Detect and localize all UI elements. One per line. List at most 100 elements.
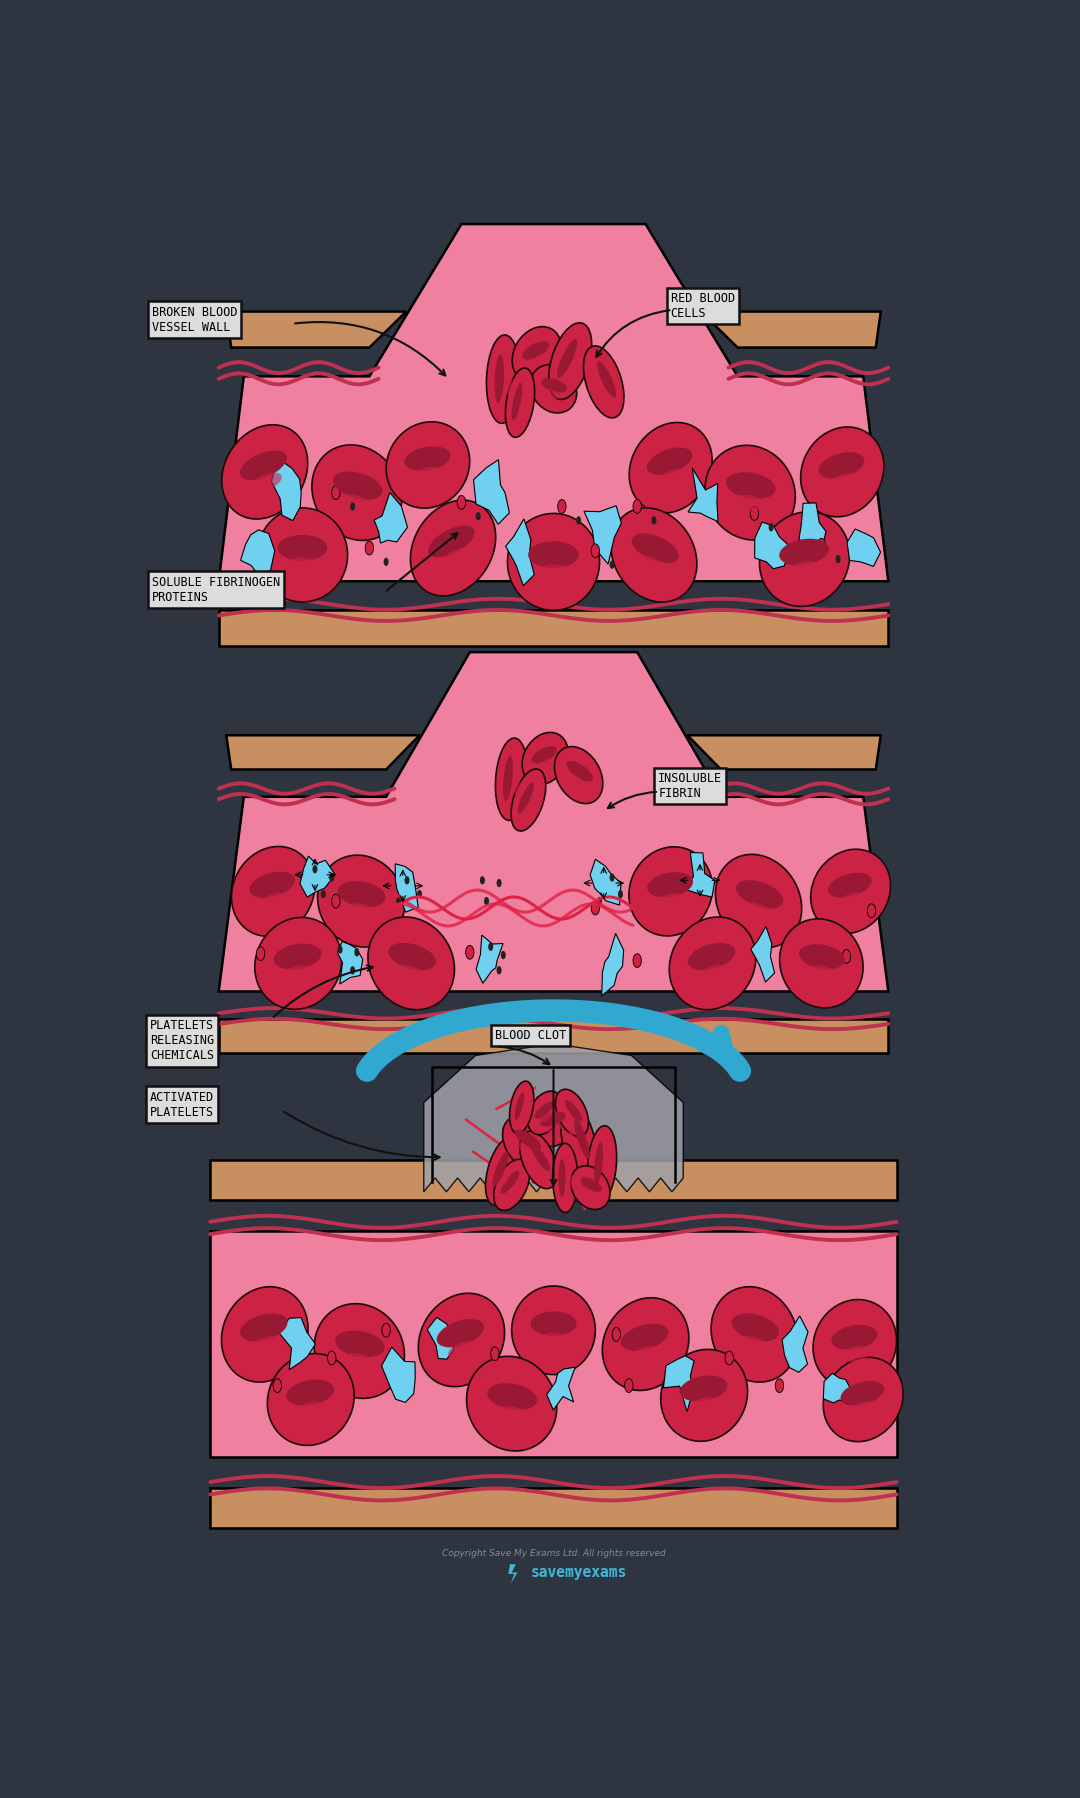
- Circle shape: [338, 946, 342, 953]
- Ellipse shape: [621, 1323, 669, 1350]
- Ellipse shape: [495, 1406, 527, 1422]
- Ellipse shape: [441, 548, 471, 568]
- Ellipse shape: [544, 390, 561, 399]
- Polygon shape: [509, 1564, 517, 1584]
- Ellipse shape: [737, 881, 783, 908]
- Ellipse shape: [806, 966, 835, 982]
- Ellipse shape: [731, 1314, 779, 1341]
- Polygon shape: [381, 1347, 415, 1402]
- Ellipse shape: [494, 1160, 529, 1210]
- Circle shape: [751, 507, 758, 520]
- Circle shape: [609, 874, 615, 881]
- Ellipse shape: [840, 1381, 885, 1406]
- Ellipse shape: [541, 378, 567, 392]
- Ellipse shape: [240, 450, 287, 480]
- Circle shape: [350, 502, 355, 511]
- Circle shape: [501, 951, 505, 958]
- Circle shape: [383, 557, 389, 566]
- Polygon shape: [751, 926, 774, 982]
- Polygon shape: [473, 460, 510, 525]
- Ellipse shape: [632, 534, 678, 563]
- Circle shape: [618, 890, 623, 899]
- Ellipse shape: [699, 966, 729, 982]
- Polygon shape: [211, 1489, 896, 1528]
- Ellipse shape: [715, 854, 801, 948]
- Ellipse shape: [436, 1320, 484, 1347]
- Ellipse shape: [690, 1397, 720, 1413]
- Ellipse shape: [333, 471, 382, 500]
- Ellipse shape: [522, 1100, 528, 1118]
- Ellipse shape: [568, 352, 581, 378]
- Ellipse shape: [823, 1357, 903, 1442]
- Circle shape: [818, 538, 825, 552]
- Polygon shape: [300, 856, 335, 897]
- Ellipse shape: [252, 473, 282, 491]
- Ellipse shape: [249, 872, 295, 897]
- Polygon shape: [505, 520, 535, 586]
- Ellipse shape: [486, 1136, 521, 1205]
- Ellipse shape: [828, 872, 872, 897]
- Polygon shape: [701, 311, 881, 347]
- Circle shape: [576, 516, 581, 525]
- Ellipse shape: [611, 507, 697, 602]
- Ellipse shape: [851, 1401, 878, 1417]
- Ellipse shape: [509, 1181, 521, 1196]
- Ellipse shape: [637, 556, 666, 574]
- Ellipse shape: [583, 345, 624, 417]
- Ellipse shape: [530, 1311, 577, 1336]
- Text: INSOLUBLE
FIBRIN: INSOLUBLE FIBRIN: [658, 771, 723, 800]
- Ellipse shape: [528, 1091, 563, 1135]
- Circle shape: [327, 1350, 336, 1365]
- Ellipse shape: [789, 561, 821, 579]
- Ellipse shape: [580, 1178, 602, 1192]
- Circle shape: [382, 1323, 390, 1338]
- Ellipse shape: [428, 525, 474, 557]
- Ellipse shape: [558, 1160, 566, 1197]
- Circle shape: [597, 897, 602, 904]
- Text: ACTIVATED
PLATELETS: ACTIVATED PLATELETS: [150, 1091, 214, 1118]
- Circle shape: [396, 897, 401, 904]
- Ellipse shape: [501, 1170, 519, 1194]
- Ellipse shape: [260, 894, 289, 910]
- Ellipse shape: [780, 539, 828, 565]
- Ellipse shape: [841, 1347, 870, 1363]
- Ellipse shape: [335, 1331, 384, 1357]
- Ellipse shape: [553, 1144, 578, 1212]
- Ellipse shape: [515, 1129, 541, 1151]
- Ellipse shape: [538, 565, 569, 581]
- Polygon shape: [476, 935, 503, 984]
- Ellipse shape: [629, 847, 713, 937]
- Ellipse shape: [568, 775, 585, 788]
- Circle shape: [354, 948, 360, 957]
- Ellipse shape: [405, 446, 450, 471]
- Ellipse shape: [387, 423, 470, 509]
- Ellipse shape: [221, 1287, 308, 1383]
- Circle shape: [273, 1379, 282, 1392]
- Circle shape: [365, 541, 374, 556]
- Polygon shape: [337, 942, 363, 984]
- Ellipse shape: [286, 557, 319, 574]
- Polygon shape: [395, 863, 418, 912]
- Ellipse shape: [569, 1131, 579, 1156]
- Circle shape: [490, 1347, 499, 1361]
- Ellipse shape: [515, 1091, 524, 1120]
- Circle shape: [321, 890, 326, 899]
- Ellipse shape: [593, 374, 606, 397]
- Ellipse shape: [523, 342, 549, 360]
- Ellipse shape: [564, 1109, 575, 1124]
- Ellipse shape: [541, 1111, 553, 1122]
- Text: BROKEN BLOOD
VESSEL WALL: BROKEN BLOOD VESSEL WALL: [151, 306, 238, 334]
- Ellipse shape: [414, 467, 444, 482]
- Ellipse shape: [688, 942, 735, 971]
- Circle shape: [312, 865, 318, 874]
- Circle shape: [591, 901, 599, 915]
- Polygon shape: [685, 852, 715, 897]
- Circle shape: [497, 879, 501, 886]
- Polygon shape: [688, 735, 881, 770]
- Ellipse shape: [661, 1348, 747, 1442]
- Ellipse shape: [312, 444, 402, 541]
- Circle shape: [417, 890, 422, 899]
- Polygon shape: [226, 735, 419, 770]
- Ellipse shape: [318, 856, 404, 948]
- Polygon shape: [211, 1160, 896, 1199]
